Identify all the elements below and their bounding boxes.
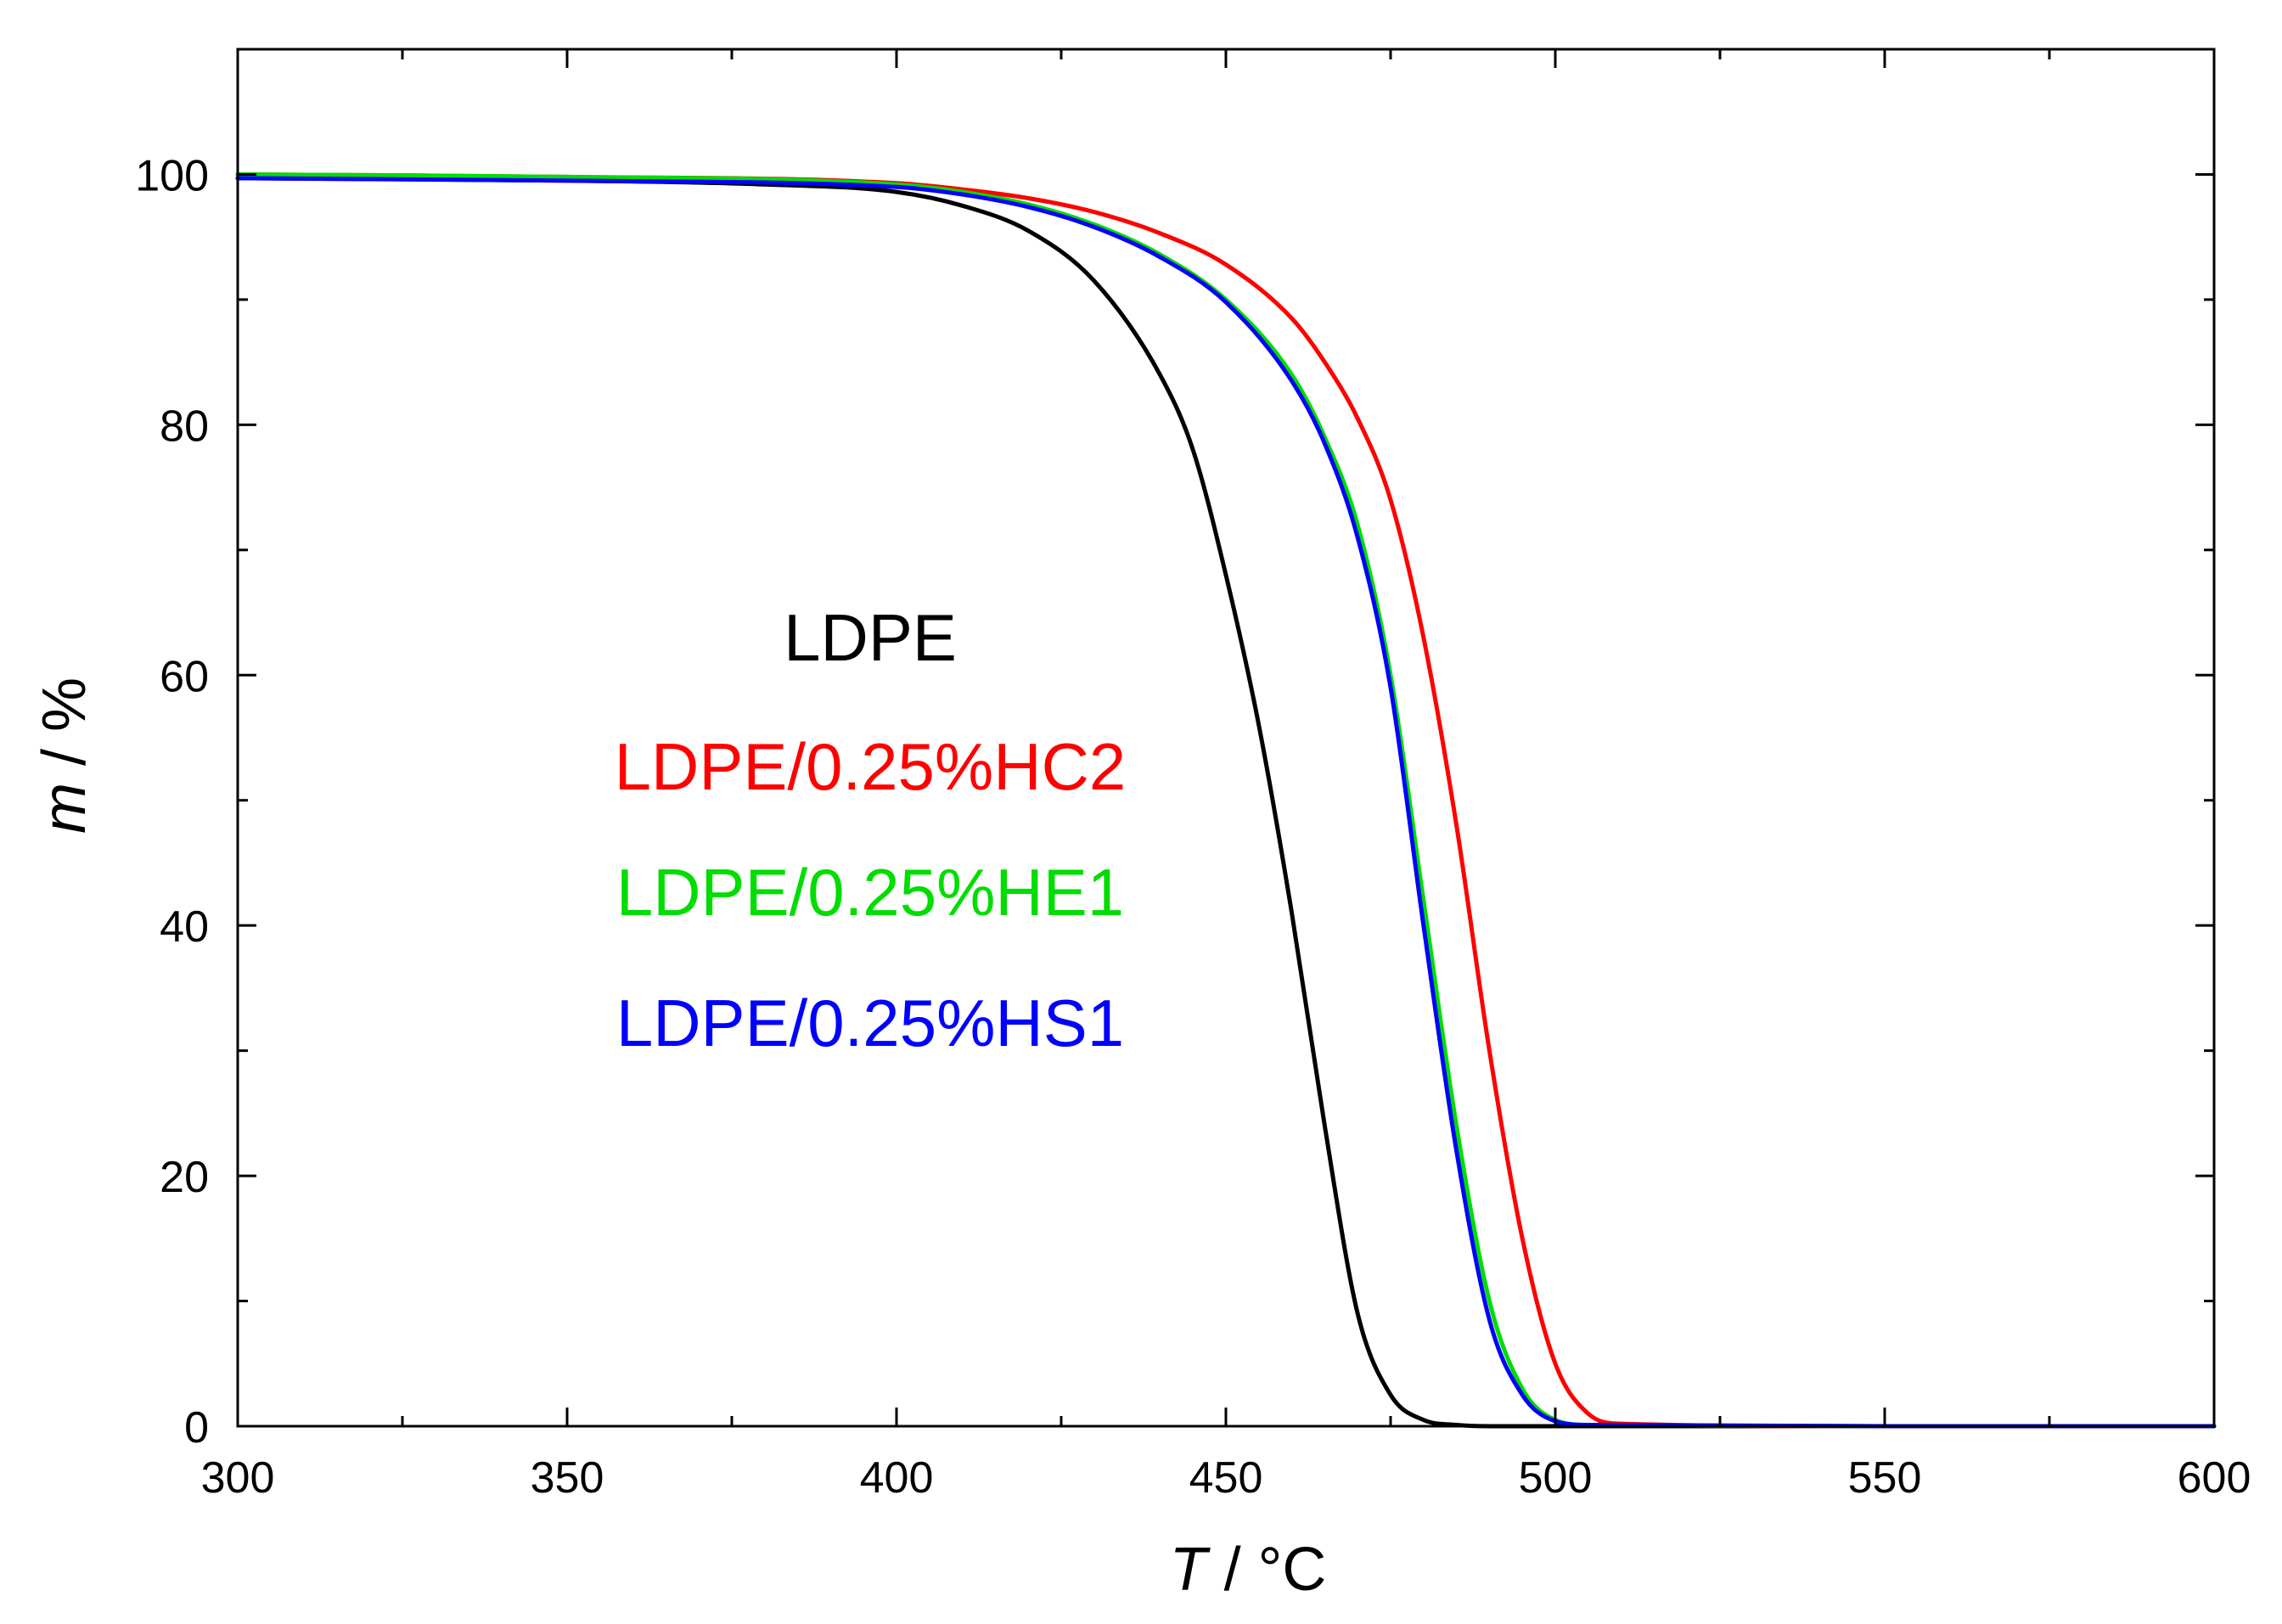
y-axis-ticks: 0 20 40 60 80 100: [135, 48, 2214, 1453]
x-axis-ticks: 300 350 400 450 500 550 600: [201, 49, 2251, 1503]
series-line-ldpe-0-25-hc2: [235, 172, 2217, 1429]
legend: LDPE LDPE/0.25%HC2 LDPE/0.25%HE1 LDPE/0.25%…: [615, 600, 1127, 1060]
x-tick-label: 550: [1848, 1453, 1922, 1503]
series-line-ldpe-0-25-hs1: [235, 176, 2217, 1429]
x-tick-label: 400: [860, 1453, 934, 1503]
y-tick-label: 0: [184, 1403, 209, 1453]
y-tick-label: 40: [160, 902, 209, 952]
x-tick-label: 350: [531, 1453, 604, 1503]
y-tick-label: 80: [160, 402, 209, 451]
series-curves: [235, 172, 2217, 1429]
y-tick-label: 60: [160, 652, 209, 701]
y-axis-title: m / %: [31, 677, 98, 834]
plot-frame: [236, 48, 2216, 1428]
legend-label-ldpe: LDPE: [784, 600, 957, 675]
y-tick-label: 100: [135, 151, 209, 200]
legend-label-ldpe-0-25-he1: LDPE/0.25%HE1: [616, 855, 1124, 930]
y-tick-label: 20: [160, 1153, 209, 1202]
x-tick-label: 600: [2178, 1453, 2251, 1503]
x-tick-label: 500: [1519, 1453, 1593, 1503]
series-line-ldpe: [235, 176, 2217, 1429]
series-line-ldpe-0-25-he1: [235, 172, 2217, 1429]
x-tick-label: 300: [201, 1453, 275, 1503]
x-tick-label: 450: [1189, 1453, 1263, 1503]
legend-label-ldpe-0-25-hs1: LDPE/0.25%HS1: [616, 986, 1124, 1060]
legend-label-ldpe-0-25-hc2: LDPE/0.25%HC2: [615, 729, 1127, 804]
x-axis-title: T / °C: [1170, 1536, 1327, 1604]
